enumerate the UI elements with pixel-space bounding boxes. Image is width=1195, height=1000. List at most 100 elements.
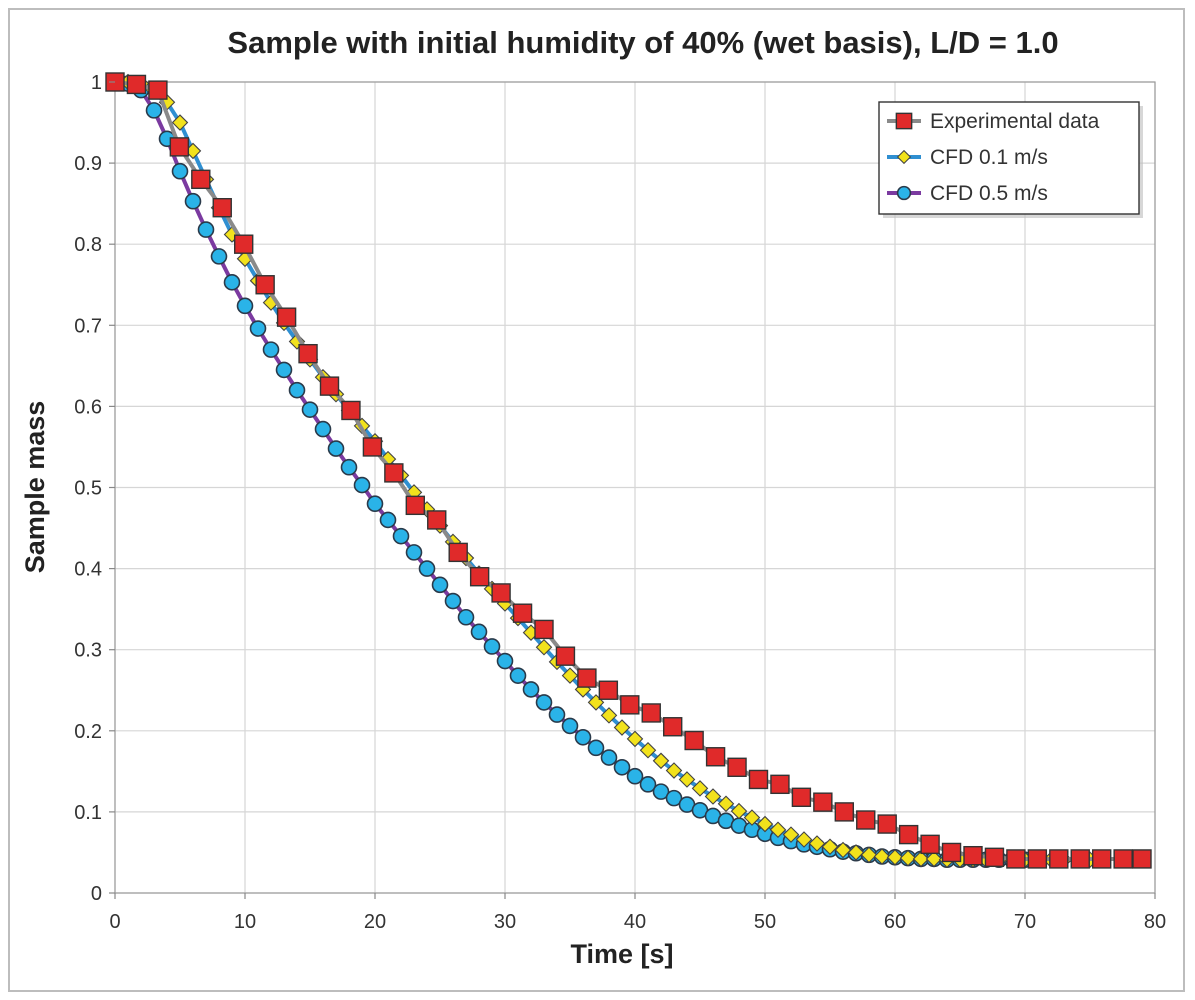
data-point-circle (236, 297, 254, 315)
y-tick-label: 0.5 (74, 478, 102, 500)
data-point-diamond (886, 849, 904, 866)
data-point-square (255, 275, 275, 295)
data-point-circle (613, 758, 631, 776)
data-point-square (191, 169, 211, 190)
data-point-square (469, 567, 490, 587)
data-point-square (276, 307, 297, 327)
legend-label: CFD 0.1 m/s (930, 146, 1048, 169)
data-point-circle (366, 495, 384, 513)
data-point-square (813, 792, 833, 812)
data-point-square (620, 695, 640, 715)
data-point-circle (457, 608, 475, 626)
data-point-square (641, 703, 661, 723)
data-point-square (169, 137, 190, 157)
y-tick-label: 0.1 (74, 802, 102, 824)
data-point-square (941, 842, 962, 863)
data-point-circle (665, 789, 683, 807)
data-point-square (898, 824, 919, 845)
data-point-square (663, 717, 683, 737)
y-tick-label: 0.2 (74, 721, 102, 743)
x-tick-label: 40 (624, 911, 646, 933)
data-point-square (963, 845, 983, 866)
x-tick-label: 10 (234, 911, 256, 933)
data-point-circle (587, 739, 605, 757)
chart-title: Sample with initial humidity of 40% (wet… (227, 25, 1058, 60)
data-point-circle (353, 476, 371, 494)
data-point-diamond (769, 821, 787, 839)
data-point-diamond (665, 762, 683, 779)
data-point-square (1132, 849, 1152, 869)
data-point-square (233, 234, 254, 254)
data-point-square (427, 510, 447, 530)
data-point-diamond (756, 815, 774, 833)
data-point-square (577, 668, 597, 688)
data-point-square (920, 834, 940, 855)
data-point-square (856, 810, 876, 830)
data-point-diamond (834, 841, 852, 859)
data-point-square (791, 787, 812, 808)
data-point-circle (405, 544, 423, 561)
legend-marker-circle (896, 185, 912, 201)
data-point-circle (561, 717, 579, 735)
data-point-circle (197, 221, 215, 238)
data-point-diamond (678, 771, 696, 788)
data-point-circle (431, 576, 449, 594)
data-point-diamond (704, 788, 722, 805)
data-point-diamond (600, 707, 618, 724)
x-tick-label: 60 (884, 911, 906, 933)
x-tick-label: 50 (754, 911, 776, 933)
series-layer (105, 72, 1152, 869)
data-point-circle (288, 381, 306, 399)
data-point-circle (535, 694, 553, 711)
data-point-diamond (782, 826, 800, 843)
data-point-diamond (743, 809, 761, 826)
data-point-square (534, 619, 554, 640)
data-point-square (1091, 849, 1112, 869)
data-point-square (877, 814, 897, 834)
data-point-diamond (873, 848, 891, 865)
data-point-circle (548, 706, 566, 723)
data-point-circle (223, 274, 241, 291)
data-point-circle (574, 728, 592, 746)
data-point-circle (444, 592, 462, 610)
data-point-circle (275, 361, 293, 379)
data-point-circle (626, 767, 644, 785)
data-point-circle (418, 560, 436, 577)
data-point-square (298, 343, 318, 364)
data-point-circle (509, 667, 527, 684)
y-tick-label: 0 (91, 883, 102, 905)
x-tick-label: 70 (1014, 911, 1036, 933)
data-point-square (1006, 849, 1026, 869)
data-point-circle (470, 623, 488, 641)
data-point-diamond (925, 850, 943, 868)
data-point-square (555, 646, 576, 666)
data-point-diamond (639, 741, 657, 759)
data-point-diamond (808, 835, 826, 852)
data-point-square (212, 198, 232, 218)
data-point-square (684, 730, 704, 751)
y-tick-label: 0.7 (74, 315, 102, 337)
data-point-square (405, 495, 425, 516)
data-point-square (491, 583, 511, 603)
data-point-circle (340, 458, 358, 476)
series-square (105, 72, 1152, 869)
y-tick-label: 1 (91, 72, 102, 94)
data-point-diamond (730, 802, 748, 820)
legend-marker-diamond (896, 149, 912, 165)
data-point-circle (639, 776, 657, 793)
data-point-circle (145, 102, 163, 119)
data-point-square (705, 747, 726, 767)
x-tick-label: 20 (364, 911, 386, 933)
data-point-diamond (535, 638, 553, 656)
data-point-circle (210, 248, 228, 265)
data-point-square (727, 757, 747, 777)
data-point-circle (262, 341, 280, 358)
data-point-square (362, 437, 383, 457)
y-tick-label: 0.6 (74, 396, 102, 418)
legend-label: CFD 0.5 m/s (930, 182, 1048, 205)
data-point-diamond (691, 780, 709, 797)
data-point-diamond (899, 849, 917, 867)
legend: Experimental data CFD 0.1 m/s CFD 0.5 m/s (878, 101, 1143, 218)
data-point-diamond (795, 831, 813, 848)
data-point-square (598, 680, 619, 700)
